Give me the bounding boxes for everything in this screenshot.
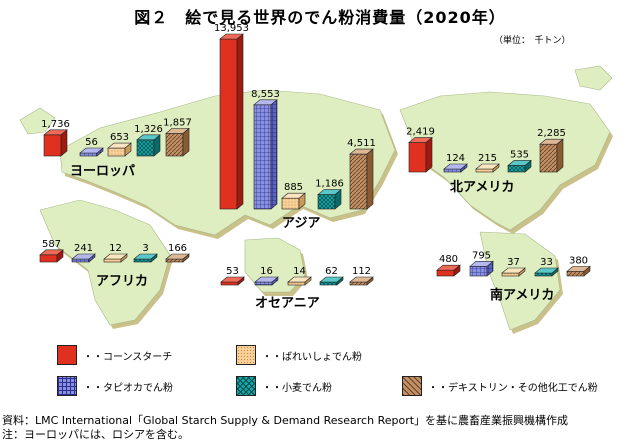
bar-south-america-wheat xyxy=(534,267,559,277)
value-label-asia-wheat: 1,186 xyxy=(315,179,344,190)
value-label-oceania-potato: 14 xyxy=(293,266,306,277)
legend-swatch xyxy=(57,376,77,396)
bar-south-america-corn-starch xyxy=(436,264,461,277)
value-label-europe-wheat: 1,326 xyxy=(134,124,163,135)
value-label-europe-potato: 653 xyxy=(110,132,129,143)
region-label-oceania: オセアニア xyxy=(255,296,320,311)
value-label-south-america-potato: 37 xyxy=(507,257,520,268)
bar-oceania-corn-starch xyxy=(220,276,245,286)
region-label-europe: ヨーロッパ xyxy=(70,164,136,179)
value-label-south-america-tapioca: 795 xyxy=(472,250,491,261)
bar-north-america-tapioca xyxy=(443,163,468,173)
bar-north-america-potato xyxy=(475,163,500,173)
legend-label: ・・タピオカでん粉 xyxy=(83,382,173,394)
legend-swatch xyxy=(57,345,77,365)
value-label-africa-potato: 12 xyxy=(109,243,122,254)
bar-south-america-potato xyxy=(501,267,526,277)
legend-label: ・・コーンスターチ xyxy=(83,351,173,363)
bar-oceania-wheat xyxy=(319,276,344,286)
value-label-europe-tapioca: 56 xyxy=(85,137,98,148)
legend-label: ・・小麦でん粉 xyxy=(262,382,332,394)
bar-oceania-dextrin xyxy=(349,276,374,286)
bar-south-america-dextrin xyxy=(566,265,591,277)
source-note: 資料：LMC International「Global Starch Suppl… xyxy=(2,414,569,427)
bar-north-america-wheat xyxy=(507,159,532,173)
value-label-europe-corn-starch: 1,736 xyxy=(41,119,70,130)
legend-label: ・・デキストリン・その他化工でん粉 xyxy=(428,382,598,394)
bar-asia-potato xyxy=(281,192,306,210)
value-label-north-america-tapioca: 124 xyxy=(446,153,465,164)
bar-oceania-tapioca xyxy=(254,276,279,286)
legend-item-2: ・・デキストリン・その他化工でん粉 xyxy=(402,374,598,398)
value-label-africa-wheat: 3 xyxy=(142,243,148,254)
bar-africa-tapioca xyxy=(71,253,96,263)
value-label-south-america-corn-starch: 480 xyxy=(439,254,458,265)
bar-europe-potato xyxy=(107,142,132,157)
legend-item-0: ・・コーンスターチ xyxy=(57,343,172,367)
bar-north-america-dextrin xyxy=(539,138,564,173)
value-label-north-america-corn-starch: 2,419 xyxy=(406,127,435,138)
value-label-oceania-dextrin: 112 xyxy=(352,266,371,277)
value-label-oceania-corn-starch: 53 xyxy=(226,266,239,277)
value-label-oceania-wheat: 62 xyxy=(325,266,338,277)
region-label-north-america: 北アメリカ xyxy=(450,180,515,195)
unit-label: （単位： 千トン） xyxy=(494,36,571,46)
bar-africa-wheat xyxy=(133,253,158,263)
value-label-africa-dextrin: 166 xyxy=(168,243,187,254)
bar-north-america-corn-starch xyxy=(408,136,433,173)
bar-europe-corn-starch xyxy=(43,129,68,157)
bar-south-america-tapioca xyxy=(469,260,494,277)
bar-asia-wheat xyxy=(317,188,342,210)
bar-africa-dextrin xyxy=(165,253,190,263)
value-label-asia-corn-starch: 13,953 xyxy=(214,23,249,34)
value-label-south-america-dextrin: 380 xyxy=(569,255,588,266)
bar-europe-dextrin xyxy=(165,127,190,157)
bar-africa-corn-starch xyxy=(39,249,64,263)
legend-swatch xyxy=(402,376,422,396)
region-label-africa: アフリカ xyxy=(96,274,149,289)
region-label-south-america: 南アメリカ xyxy=(490,288,555,303)
bar-africa-potato xyxy=(103,253,128,263)
bar-oceania-potato xyxy=(287,276,312,286)
value-label-south-america-wheat: 33 xyxy=(540,257,553,268)
chart-title: 図２ 絵で見る世界のでん粉消費量（2020年） xyxy=(134,8,506,27)
value-label-north-america-dextrin: 2,285 xyxy=(537,128,566,139)
value-label-europe-dextrin: 1,857 xyxy=(163,117,192,128)
footnote: 注：ヨーロッパには、ロシアを含む。 xyxy=(2,428,189,441)
value-label-asia-dextrin: 4,511 xyxy=(347,138,376,149)
bar-asia-corn-starch xyxy=(219,33,244,210)
legend-item-4: ・・小麦でん粉 xyxy=(236,374,332,398)
legend-item-1: ・・ばれいしょでん粉 xyxy=(236,343,362,367)
legend-item-3: ・・タピオカでん粉 xyxy=(57,374,173,398)
bar-asia-tapioca xyxy=(253,99,278,210)
value-label-africa-tapioca: 241 xyxy=(74,243,93,254)
value-label-africa-corn-starch: 587 xyxy=(42,239,61,250)
legend-swatch xyxy=(236,345,256,365)
value-label-asia-tapioca: 8,553 xyxy=(251,89,280,100)
bar-asia-dextrin xyxy=(349,148,374,210)
value-label-north-america-wheat: 535 xyxy=(510,149,529,160)
region-label-asia: アジア xyxy=(282,216,321,231)
value-label-asia-potato: 885 xyxy=(284,182,303,193)
bar-europe-wheat xyxy=(136,134,161,157)
bar-europe-tapioca xyxy=(79,147,104,157)
value-label-oceania-tapioca: 16 xyxy=(260,266,273,277)
legend-swatch xyxy=(236,376,256,396)
value-label-north-america-potato: 215 xyxy=(478,153,497,164)
legend-label: ・・ばれいしょでん粉 xyxy=(262,351,362,363)
